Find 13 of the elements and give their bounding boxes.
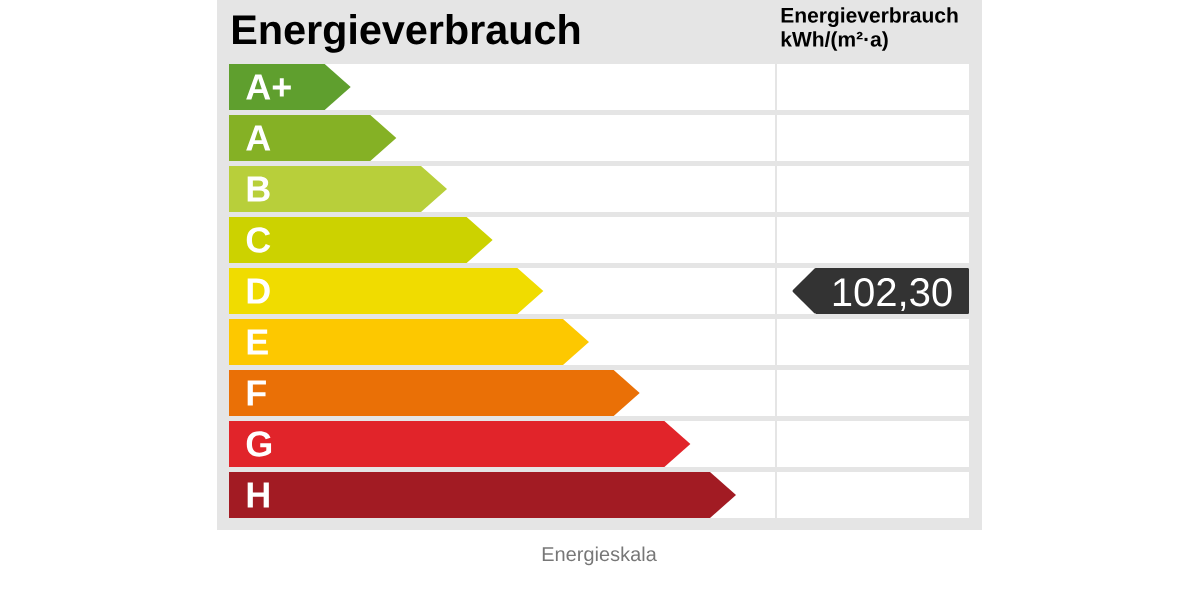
y-tick-label: F bbox=[247, 380, 266, 406]
y-tick-label: D bbox=[247, 278, 270, 304]
y-tick-label: A+ bbox=[246, 74, 291, 100]
text: 102,30 bbox=[833, 278, 952, 312]
chart-title: Energieverbrauch bbox=[233, 14, 580, 53]
y-tick-label: B bbox=[247, 176, 270, 202]
text: Energieverbrauch kWh/(m²·a) bbox=[781, 7, 958, 51]
y-tick-label: C bbox=[246, 227, 271, 253]
y-tick-label: G bbox=[246, 431, 272, 457]
y-tick-label: E bbox=[247, 329, 268, 355]
text: Energieskala bbox=[542, 546, 657, 566]
y-tick-label: A bbox=[246, 125, 271, 151]
y-tick-label: H bbox=[247, 482, 269, 508]
